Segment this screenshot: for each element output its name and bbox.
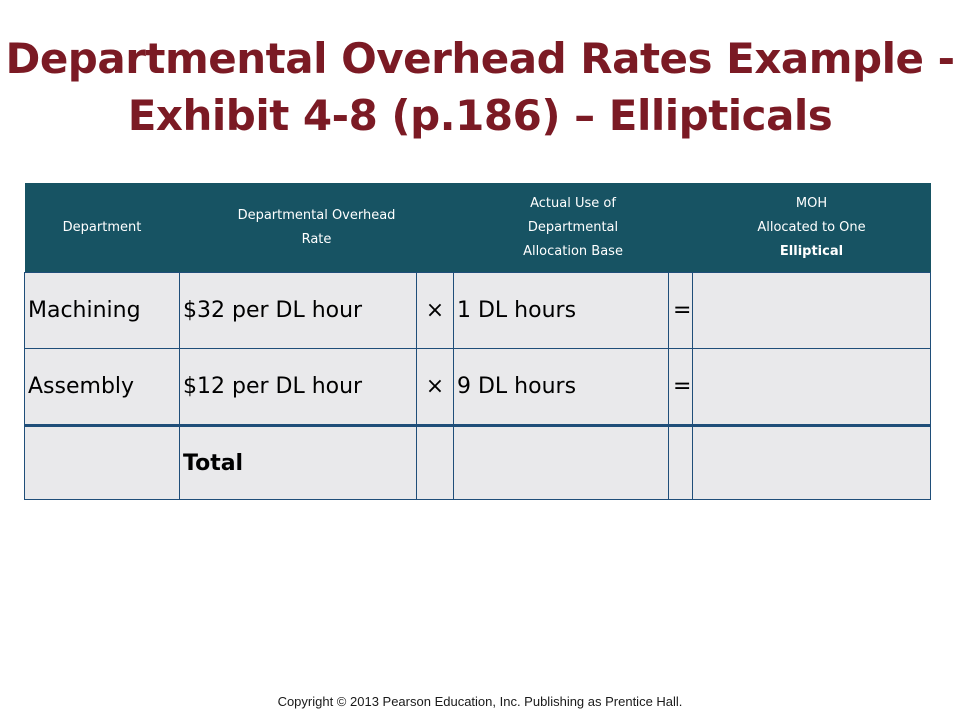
cell-allocation-base: 9 DL hours: [453, 348, 669, 426]
header-base-line-3: Allocation Base: [523, 243, 623, 259]
header-rate-line-2: Rate: [301, 231, 332, 247]
header-moh-line-2: Allocated to One: [757, 219, 866, 235]
cell-total-value: [692, 424, 931, 500]
header-moh-allocated: MOH Allocated to One Elliptical: [692, 183, 931, 273]
copyright-notice: Copyright © 2013 Pearson Education, Inc.…: [277, 694, 683, 709]
cell-empty: [416, 424, 454, 500]
table-row-machining: Machining $32 per DL hour × 1 DL hours =: [24, 272, 931, 349]
cell-total-label: Total: [179, 424, 417, 500]
header-moh-line-3: Elliptical: [779, 243, 844, 259]
table-header-row: Department Departmental Overhead Rate Ac…: [24, 183, 931, 273]
cell-empty: [24, 424, 180, 500]
table-row-total: Total: [24, 424, 931, 500]
header-base-line-1: Actual Use of: [530, 195, 616, 211]
cell-moh-allocated: [692, 348, 931, 426]
header-moh-line-1: MOH: [795, 195, 828, 211]
cell-rate: $12 per DL hour: [179, 348, 417, 426]
cell-multiply-sign: ×: [416, 272, 454, 349]
header-actual-use: Actual Use of Departmental Allocation Ba…: [453, 183, 693, 273]
slide-title: Departmental Overhead Rates Example - Ex…: [0, 30, 960, 144]
cell-moh-allocated: [692, 272, 931, 349]
cell-department: Machining: [24, 272, 180, 349]
header-department: Department: [24, 183, 180, 273]
title-line-2: Exhibit 4-8 (p.186) – Ellipticals: [127, 91, 833, 140]
overhead-allocation-table: Department Departmental Overhead Rate Ac…: [24, 183, 931, 500]
cell-empty: [668, 424, 693, 500]
cell-department: Assembly: [24, 348, 180, 426]
cell-equals-sign: =: [668, 348, 693, 426]
header-rate-line-1: Departmental Overhead: [237, 207, 396, 223]
table-row-assembly: Assembly $12 per DL hour × 9 DL hours =: [24, 348, 931, 426]
cell-multiply-sign: ×: [416, 348, 454, 426]
title-line-1: Departmental Overhead Rates Example -: [5, 34, 955, 83]
cell-equals-sign: =: [668, 272, 693, 349]
cell-empty: [453, 424, 669, 500]
header-base-line-2: Departmental: [527, 219, 619, 235]
header-departmental-overhead-rate: Departmental Overhead Rate: [179, 183, 454, 273]
cell-rate: $32 per DL hour: [179, 272, 417, 349]
cell-allocation-base: 1 DL hours: [453, 272, 669, 349]
